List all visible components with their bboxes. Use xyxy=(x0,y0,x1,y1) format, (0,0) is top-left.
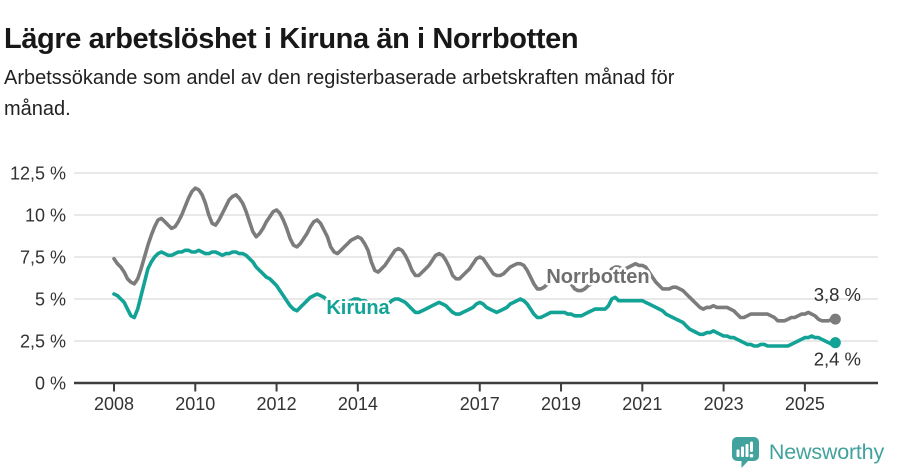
y-axis-tick-label: 7,5 % xyxy=(20,248,66,268)
x-axis-tick-label: 2010 xyxy=(175,394,215,414)
kiruna-line xyxy=(112,248,838,348)
x-axis-tick-label: 2014 xyxy=(338,394,378,414)
brand-footer: Newsworthy xyxy=(731,436,884,469)
kiruna-series-label: Kiruna xyxy=(326,297,390,319)
norrbotten-line xyxy=(112,186,838,323)
mini-bar-chart-glyph xyxy=(736,441,754,458)
x-axis-tick-label: 2019 xyxy=(541,394,581,414)
x-axis-tick-label: 2023 xyxy=(704,394,744,414)
kiruna-end-value-label: 2,4 % xyxy=(814,349,861,370)
y-axis-tick-label: 5 % xyxy=(35,290,66,310)
y-axis-tick-label: 0 % xyxy=(35,374,66,394)
x-axis-tick-label: 2021 xyxy=(622,394,662,414)
x-axis-tick-label: 2008 xyxy=(94,394,134,414)
x-axis-tick-label: 2017 xyxy=(460,394,500,414)
y-axis-tick-label: 10 % xyxy=(25,206,66,226)
page-title: Lägre arbetslöshet i Kiruna än i Norrbot… xyxy=(4,23,579,56)
norrbotten-series-label: Norrbotten xyxy=(546,266,649,288)
newsworthy-logo-icon xyxy=(731,437,759,468)
x-axis-tick-label: 2012 xyxy=(257,394,297,414)
unemployment-line-chart: 0 % 2,5 % 5 % 7,5 % 10 % 12,5 % 2008 2010 2012 20… xyxy=(10,164,878,414)
y-axis-tick-label: 12,5 % xyxy=(10,164,66,184)
chart-subtitle: Arbetssökande som andel av den registerb… xyxy=(4,67,675,120)
x-axis-tick-label: 2025 xyxy=(785,394,825,414)
brand-wordmark: Newsworthy xyxy=(768,440,884,464)
norrbotten-end-value-label: 3,8 % xyxy=(814,284,861,305)
kiruna-end-dot xyxy=(829,337,841,349)
y-axis-tick-label: 2,5 % xyxy=(20,332,66,352)
norrbotten-end-dot xyxy=(829,313,841,325)
